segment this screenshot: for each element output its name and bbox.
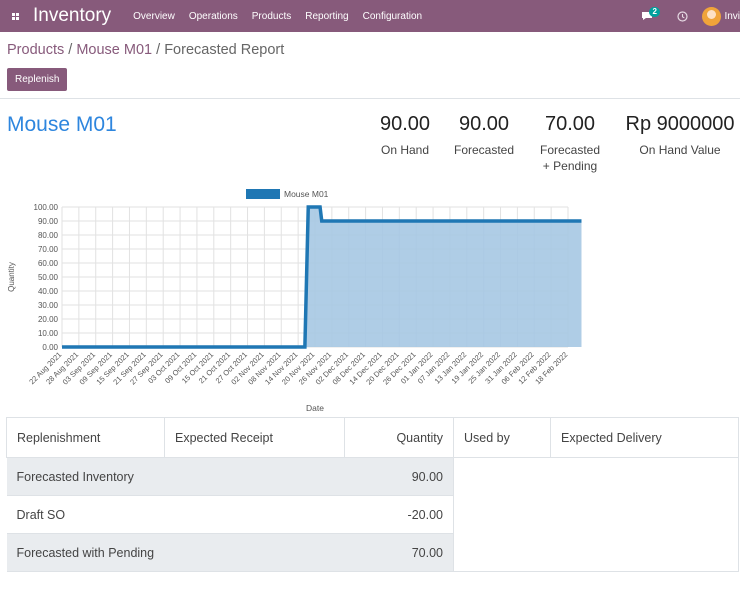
y-tick-label: 60.00	[38, 259, 59, 268]
used-by-empty-cell	[453, 457, 739, 572]
row-label: Draft SO	[6, 495, 165, 534]
app-title[interactable]: Inventory	[33, 5, 112, 26]
menu-configuration[interactable]: Configuration	[362, 10, 423, 22]
breadcrumb-product[interactable]: Mouse M01	[76, 42, 153, 58]
menu-overview[interactable]: Overview	[133, 10, 175, 22]
chat-count-badge: 2	[649, 7, 660, 17]
series-line	[62, 205, 582, 349]
stat-value: 70.00	[544, 113, 596, 135]
breadcrumb-separator: /	[152, 42, 165, 58]
y-tick-label: 30.00	[38, 301, 59, 310]
product-title[interactable]: Mouse M01	[7, 113, 117, 136]
y-tick-label: 80.00	[38, 231, 59, 240]
y-tick-label: 10.00	[38, 329, 59, 338]
row-receipt	[164, 495, 345, 534]
y-tick-label: 90.00	[38, 217, 59, 226]
row-quantity: 90.00	[344, 457, 454, 496]
menu-products[interactable]: Products	[251, 10, 292, 22]
series-area	[62, 207, 582, 347]
stat-on-hand[interactable]: 90.00 On Hand	[370, 113, 440, 158]
stat-on-hand-value: Rp 9000000 On Hand Value	[620, 113, 740, 158]
stat-label: Forecasted	[453, 143, 515, 157]
user-avatar[interactable]	[702, 6, 722, 26]
row-label: Forecasted with Pending	[6, 533, 165, 572]
menu-operations[interactable]: Operations	[188, 10, 238, 22]
replenish-button[interactable]: Replenish	[7, 68, 68, 91]
row-receipt	[164, 457, 345, 496]
y-tick-label: 70.00	[38, 245, 59, 254]
x-axis-label: Date	[306, 403, 324, 413]
stat-value: 90.00	[379, 113, 431, 135]
breadcrumb-separator: /	[64, 42, 77, 58]
apps-menu-icon[interactable]	[0, 0, 30, 32]
y-tick-label: 0.00	[42, 343, 58, 352]
stat-value: Rp 9000000	[625, 113, 735, 135]
table-row: Draft SO -20.00	[6, 495, 739, 534]
table-row: Forecasted Inventory 90.00	[6, 457, 739, 572]
stat-forecasted-pending[interactable]: 70.00 Forecasted + Pending	[534, 113, 606, 174]
activity-clock-icon[interactable]	[677, 10, 689, 22]
col-expected-delivery: Expected Delivery	[550, 417, 739, 458]
y-tick-label: 40.00	[38, 287, 59, 296]
col-quantity: Quantity	[344, 417, 454, 458]
stat-label: Forecasted + Pending	[539, 143, 601, 173]
top-navbar: Inventory Overview Operations Products R…	[0, 0, 740, 32]
stat-forecasted[interactable]: 90.00 Forecasted	[449, 113, 519, 158]
y-tick-label: 20.00	[38, 315, 59, 324]
menu-reporting[interactable]: Reporting	[305, 10, 349, 22]
y-tick-label: 50.00	[38, 273, 59, 282]
messaging-button[interactable]: 2	[641, 7, 663, 24]
col-replenishment: Replenishment	[6, 417, 165, 458]
stat-label: On Hand Value	[639, 143, 721, 157]
breadcrumb: Products / Mouse M01 / Forecasted Report	[7, 42, 284, 58]
row-quantity: -20.00	[344, 495, 454, 534]
y-axis-label: Quantity	[7, 262, 16, 292]
legend-label: Mouse M01	[284, 189, 329, 199]
stat-label: On Hand	[380, 143, 430, 157]
user-name[interactable]: Invi	[724, 10, 740, 22]
stat-value: 90.00	[458, 113, 510, 135]
table-row: Forecasted with Pending 70.00	[6, 533, 739, 572]
breadcrumb-current: Forecasted Report	[164, 42, 285, 58]
replenishment-table: Replenishment Expected Receipt Quantity …	[6, 417, 739, 572]
col-expected-receipt: Expected Receipt	[164, 417, 345, 458]
row-label: Forecasted Inventory	[6, 457, 165, 496]
breadcrumb-products[interactable]: Products	[7, 42, 65, 58]
forecast-chart: 0.00 10.00 20.00 30.00 40.00 50.00 60.00 70.00 8…	[0, 185, 600, 415]
row-quantity: 70.00	[344, 533, 454, 572]
y-tick-label: 100.00	[34, 203, 59, 212]
legend-swatch	[246, 189, 280, 199]
row-receipt	[164, 533, 345, 572]
control-panel: Products / Mouse M01 / Forecasted Report…	[0, 32, 740, 99]
col-used-by: Used by	[453, 417, 551, 458]
forecast-chart-svg: 0.00 10.00 20.00 30.00 40.00 50.00 60.00 70.00 8…	[7, 189, 582, 413]
